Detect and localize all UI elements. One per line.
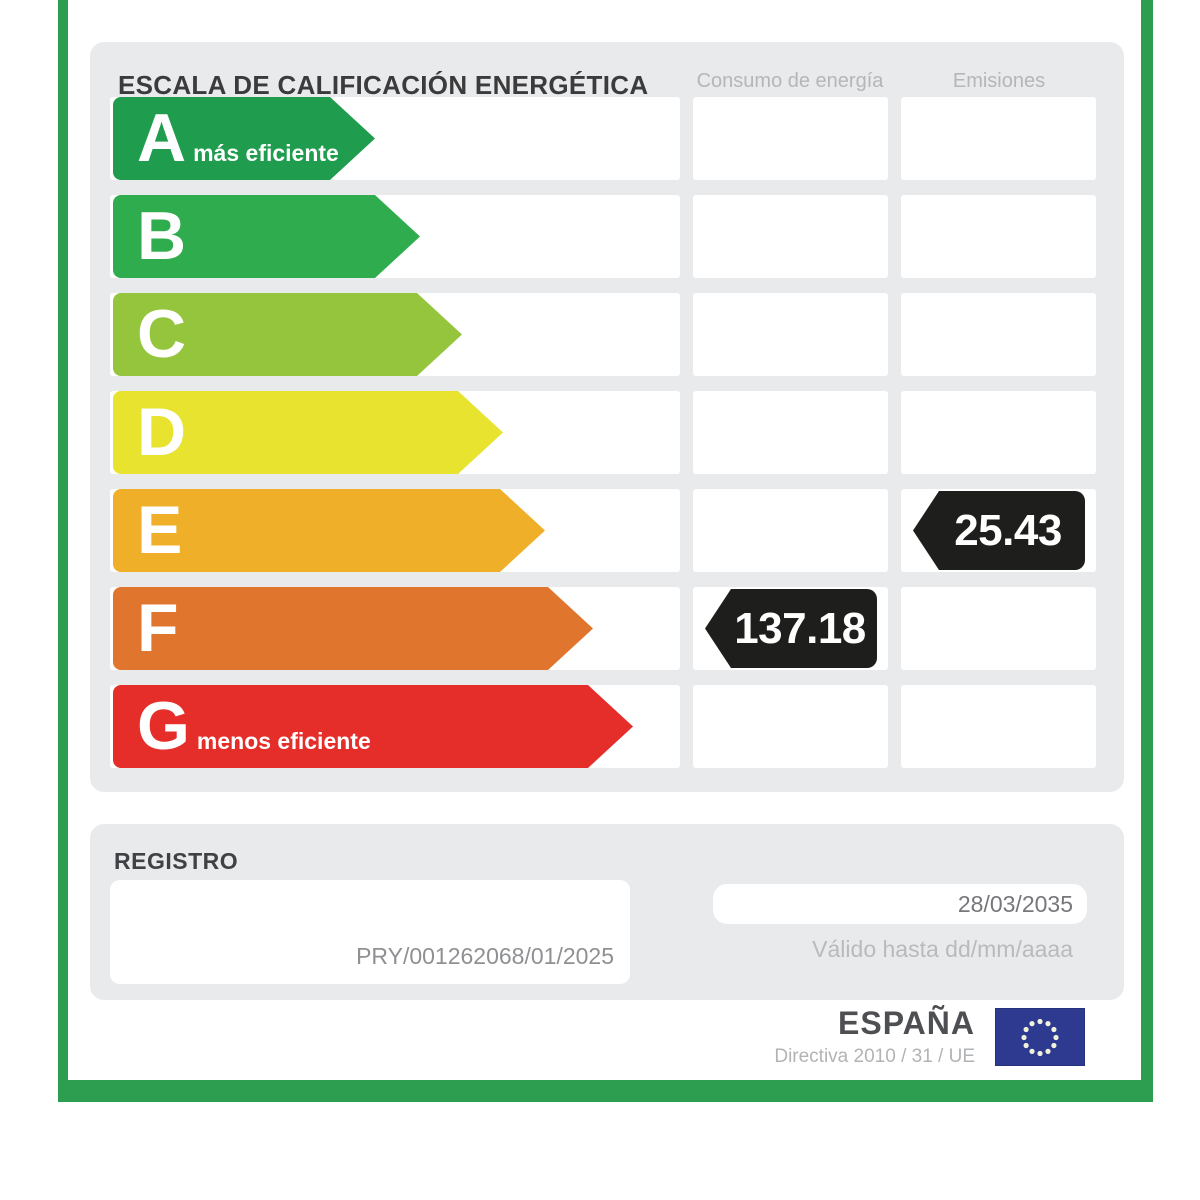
registro-number: PRY/001262068/01/2025: [356, 943, 614, 969]
registro-panel: REGISTRO PRY/001262068/01/2025 28/03/203…: [90, 824, 1124, 1000]
emisiones-cell-b: [901, 195, 1096, 278]
rating-label-a: más eficiente: [193, 140, 339, 166]
scale-row-e: E 25.43: [110, 489, 1096, 572]
valid-until-date: 28/03/2035: [957, 890, 1073, 917]
rating-letter-a: A: [137, 100, 187, 176]
consumo-value-tag: 137.18: [705, 589, 877, 668]
rating-arrow-g: G menos eficiente: [113, 685, 633, 768]
consumo-cell-b: [693, 195, 888, 278]
consumo-cell-g: [693, 685, 888, 768]
rating-arrow-a: A más eficiente: [113, 97, 375, 180]
rating-arrow-d: D: [113, 391, 503, 474]
emisiones-cell-d: [901, 391, 1096, 474]
consumo-cell-e: [693, 489, 888, 572]
scale-row-d: D: [110, 391, 1096, 474]
country-name: ESPAÑA: [838, 1005, 975, 1041]
bar-cell-c: C: [110, 293, 680, 376]
frame-left-border: [58, 0, 68, 1102]
rating-letter-f: F: [137, 590, 179, 666]
bar-cell-e: E: [110, 489, 680, 572]
emisiones-value-tag: 25.43: [913, 491, 1085, 570]
rating-rows: A más eficiente B: [110, 97, 1096, 783]
bar-cell-d: D: [110, 391, 680, 474]
rating-arrow-f: F: [113, 587, 593, 670]
emisiones-header-title: Emisiones: [952, 70, 1046, 92]
directive-reference: Directiva 2010 / 31 / UE: [774, 1046, 975, 1067]
consumo-cell-a: [693, 97, 888, 180]
frame-bottom-border: [58, 1080, 1153, 1102]
scale-row-c: C: [110, 293, 1096, 376]
bar-cell-b: B: [110, 195, 680, 278]
rating-arrow-b: B: [113, 195, 420, 278]
footer: ESPAÑA Directiva 2010 / 31 / UE: [90, 1005, 1085, 1068]
emisiones-value: 25.43: [954, 505, 1062, 555]
bar-cell-f: F: [110, 587, 680, 670]
rating-letter-g: G: [137, 688, 190, 764]
emisiones-cell-e: 25.43: [901, 489, 1096, 572]
scale-title: ESCALA DE CALIFICACIÓN ENERGÉTICA: [118, 70, 649, 100]
scale-row-b: B: [110, 195, 1096, 278]
registro-number-box: PRY/001262068/01/2025: [110, 880, 630, 984]
consumo-value: 137.18: [734, 603, 866, 653]
scale-row-f: F 137.18: [110, 587, 1096, 670]
registro-title: REGISTRO: [114, 848, 239, 874]
rating-letter-d: D: [137, 394, 187, 470]
emisiones-cell-a: [901, 97, 1096, 180]
consumo-cell-d: [693, 391, 888, 474]
rating-label-g: menos eficiente: [196, 728, 371, 754]
eu-flag-icon: [995, 1007, 1085, 1066]
emisiones-cell-c: [901, 293, 1096, 376]
energy-scale-panel: ESCALA DE CALIFICACIÓN ENERGÉTICA Consum…: [90, 42, 1124, 792]
consumo-cell-c: [693, 293, 888, 376]
consumo-header-title: Consumo de energía: [696, 70, 884, 92]
bar-cell-g: G menos eficiente: [110, 685, 680, 768]
country-block: ESPAÑA Directiva 2010 / 31 / UE: [774, 1005, 975, 1068]
consumo-cell-f: 137.18: [693, 587, 888, 670]
rating-letter-b: B: [137, 198, 187, 274]
rating-letter-c: C: [137, 296, 187, 372]
frame-right-border: [1141, 0, 1153, 1102]
rating-arrow-e: E: [113, 489, 545, 572]
scale-row-a: A más eficiente: [110, 97, 1096, 180]
rating-arrow-c: C: [113, 293, 462, 376]
scale-row-g: G menos eficiente: [110, 685, 1096, 768]
emisiones-cell-g: [901, 685, 1096, 768]
valid-until-label: Válido hasta dd/mm/aaaa: [812, 936, 1073, 962]
rating-letter-e: E: [137, 492, 183, 568]
emisiones-cell-f: [901, 587, 1096, 670]
bar-cell-a: A más eficiente: [110, 97, 680, 180]
valid-until-date-box: 28/03/2035: [713, 884, 1087, 924]
